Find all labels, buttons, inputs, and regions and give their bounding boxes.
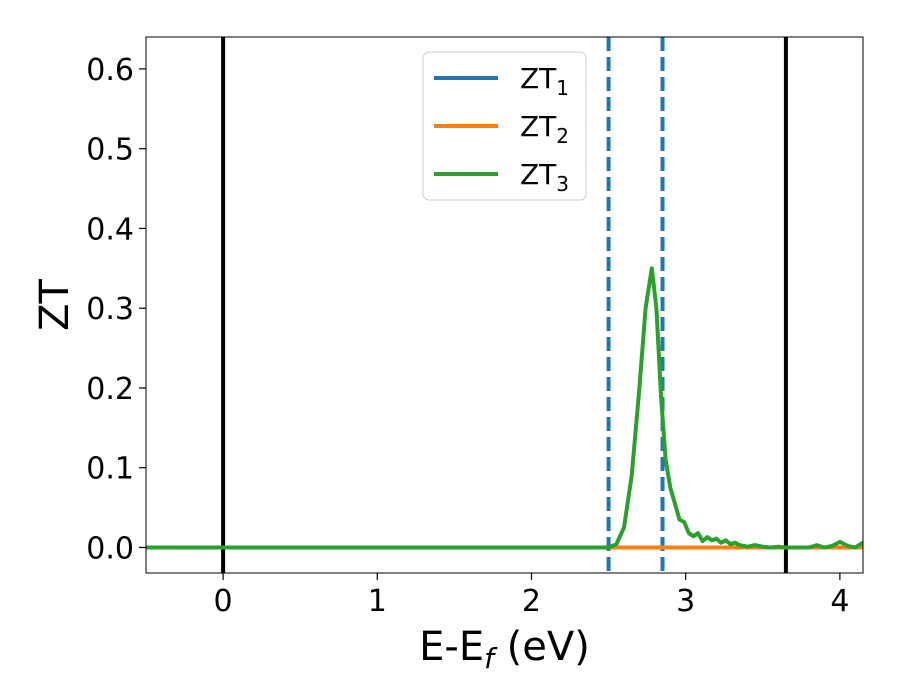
legend-label-1: ZT1 [520,62,569,100]
legend-box [422,51,587,201]
x-tick-label: 0 [214,584,233,619]
y-tick-label: 0.6 [86,53,134,88]
y-tick-label: 0.4 [86,212,134,247]
y-axis-label: ZT [32,279,78,331]
x-tick-label: 3 [676,584,695,619]
legend-label-3: ZT3 [520,158,569,196]
y-tick-label: 0.5 [86,133,134,168]
legend: ZT1 ZT2 ZT3 [422,51,587,201]
series-line-3 [146,266,863,550]
x-axis-label: E-Ef (eV) [419,624,590,675]
y-tick-label: 0.1 [86,452,134,487]
x-tick-label: 4 [830,584,849,619]
y-axis: 0.0 0.1 0.2 0.3 0.4 0.5 0.6 [86,53,146,566]
y-tick-label: 0.0 [86,531,134,566]
x-tick-label: 1 [368,584,387,619]
x-axis: 0 1 2 3 4 [214,573,849,619]
y-tick-label: 0.2 [86,372,134,407]
y-tick-label: 0.3 [86,292,134,327]
plot-area [146,37,863,573]
x-tick-label: 2 [522,584,541,619]
plot-frame [145,36,864,574]
legend-label-2: ZT2 [520,110,569,148]
